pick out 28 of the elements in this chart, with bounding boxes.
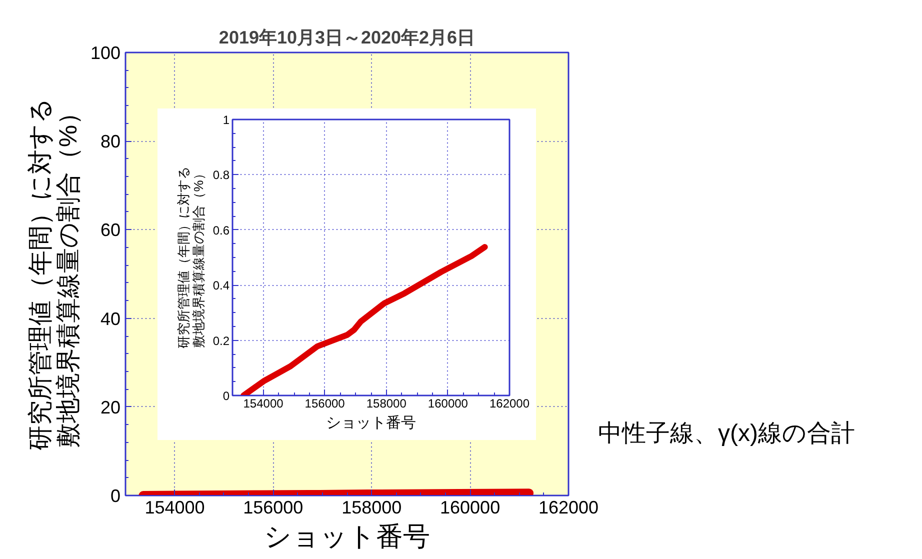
y-tick-label: 0.4 — [212, 278, 230, 293]
x-tick-label: 154000 — [243, 396, 284, 410]
y-tick-label: 100 — [90, 43, 121, 63]
y-axis-title: 研究所管理値（年間）に対する敷地境界積算線量の割合（%） — [176, 166, 206, 348]
chart-title: 2019年10月3日～2020年2月6日 — [218, 28, 476, 48]
x-tick-label: 160000 — [440, 498, 500, 518]
x-tick-label: 162000 — [489, 396, 530, 410]
y-tick-label: 0 — [110, 486, 121, 506]
x-tick-label: 162000 — [538, 498, 599, 518]
y-axis-title: 研究所管理値（年間）に対する敷地境界積算線量の割合（%） — [26, 98, 82, 450]
x-axis-title: ショット番号 — [326, 414, 416, 432]
y-tick-label: 0.6 — [212, 223, 230, 238]
x-axis-title: ショット番号 — [264, 522, 430, 552]
text: 中性子線、γ(x)線の合計 — [598, 419, 855, 449]
x-tick-label: 160000 — [428, 396, 468, 410]
x-tick-label: 156000 — [243, 498, 304, 518]
y-tick-label: 40 — [100, 308, 121, 329]
y-tick-label: 0.8 — [212, 168, 230, 182]
y-tick-label: 1 — [222, 113, 230, 127]
y-tick-label: 0.2 — [212, 334, 230, 348]
y-tick-label: 20 — [100, 397, 121, 418]
x-tick-label: 158000 — [366, 396, 407, 410]
y-tick-label: 0 — [222, 389, 230, 403]
x-tick-label: 158000 — [342, 498, 402, 518]
y-tick-label: 80 — [100, 132, 121, 152]
x-tick-label: 154000 — [144, 498, 205, 518]
y-tick-label: 60 — [100, 220, 121, 240]
x-tick-label: 156000 — [304, 396, 346, 410]
